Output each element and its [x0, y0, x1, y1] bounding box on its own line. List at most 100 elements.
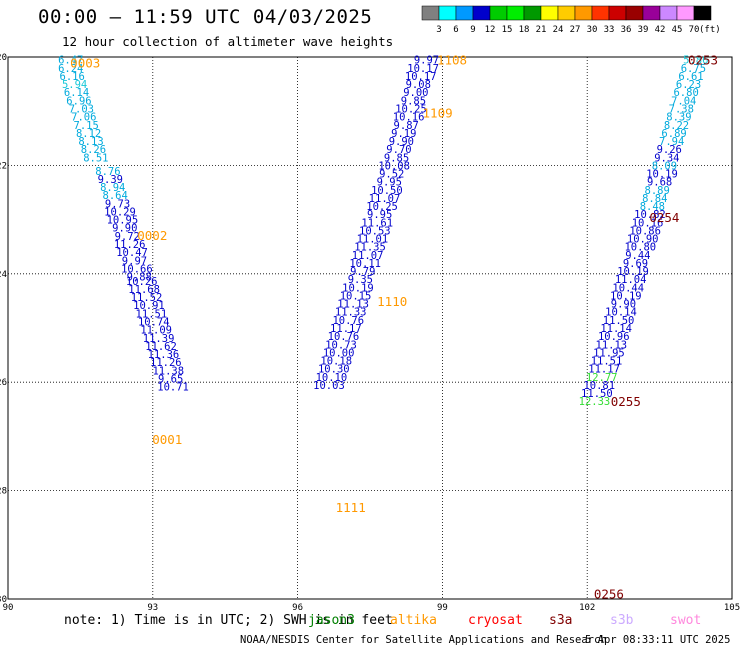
wave-height-point: 8.76 — [95, 166, 120, 178]
wave-height-point: 10.19 — [646, 169, 678, 181]
wave-height-point: 9.95 — [377, 177, 402, 189]
wave-height-point: 8.94 — [100, 182, 125, 194]
wave-height-point: 9.85 — [401, 95, 426, 107]
wave-height-point: 11.51 — [591, 356, 623, 368]
footer-credit: NOAA/NESDIS Center for Satellite Applica… — [240, 634, 607, 646]
y-tick-label: -26 — [0, 378, 7, 388]
wave-height-point: 10.17 — [405, 71, 437, 83]
wave-height-point: 8.89 — [645, 185, 670, 197]
colorbar: 3 6 9 12 15 18 21 24 27 30 33 36 39 42 45 70 (ft) — [421, 5, 721, 35]
wave-height-point: 5.94 — [62, 79, 87, 91]
colorbar-tick-label: 9 — [470, 25, 475, 35]
y-tick-label: -30 — [0, 595, 7, 605]
wave-height-point: 9.34 — [654, 152, 679, 164]
wave-height-point: 8.09 — [652, 160, 677, 172]
colorbar-unit-label: (ft) — [699, 25, 721, 35]
wave-height-point: 11.95 — [593, 347, 625, 359]
pass-time-label: 0001 — [152, 432, 182, 447]
wave-height-point: 10.08 — [378, 160, 410, 172]
wave-height-point: 7.03 — [69, 103, 94, 115]
wave-height-point: 8.13 — [78, 136, 103, 148]
wave-height-point: 11.68 — [128, 284, 160, 296]
wave-height-point: 8.84 — [642, 193, 667, 205]
pass-time-label: 1111 — [336, 500, 366, 515]
wave-height-point: 6.80 — [673, 87, 698, 99]
plot-frame — [7, 56, 733, 600]
satellite-legend-altika: altika — [390, 613, 437, 628]
wave-height-point: 11.50 — [603, 315, 635, 327]
colorbar-tick-label: 30 — [587, 25, 598, 35]
wave-height-point: 10.73 — [325, 339, 357, 351]
wave-height-point: 6.75 — [681, 63, 706, 75]
wave-height-point: 12.33 — [579, 396, 611, 408]
wave-height-point: 5.86 — [683, 55, 708, 67]
pass-time-label: 0255 — [611, 394, 641, 409]
colorbar-tick-label: 33 — [604, 25, 615, 35]
wave-height-point: 10.80 — [624, 242, 656, 254]
wave-height-point: 9.73 — [105, 198, 130, 210]
pass-time-label: 0253 — [688, 53, 718, 68]
wave-height-point: 10.90 — [627, 234, 659, 246]
wave-height-point: 6.24 — [58, 63, 83, 75]
chart-subtitle: 12 hour collection of altimeter wave hei… — [62, 34, 394, 49]
pass-time-label: 1110 — [377, 294, 407, 309]
wave-height-point: 8.64 — [103, 190, 128, 202]
wave-height-point: 9.97 — [122, 255, 147, 267]
y-tick-label: -24 — [0, 270, 7, 280]
wave-height-point: 7.38 — [669, 103, 694, 115]
wave-height-point: 10.66 — [121, 263, 153, 275]
wave-height-point: 9.69 — [623, 258, 648, 270]
wave-height-point: 6.47 — [58, 55, 83, 67]
wave-height-point: 10.82 — [634, 209, 666, 221]
wave-height-point: 12.77 — [586, 372, 618, 384]
wave-height-point: 10.53 — [359, 225, 391, 237]
wave-height-point: 11.07 — [352, 250, 384, 262]
x-tick-label: 105 — [724, 603, 740, 613]
wave-height-point: 11.26 — [150, 357, 182, 369]
wave-height-point: 9.90 — [112, 223, 137, 235]
wave-height-point: 11.14 — [600, 323, 632, 335]
wave-height-point: 8.48 — [640, 201, 665, 213]
wave-height-point: 9.90 — [611, 299, 636, 311]
wave-height-point: 6.61 — [678, 71, 703, 83]
wave-height-point: 10.95 — [107, 215, 139, 227]
wave-height-point: 10.76 — [328, 331, 360, 343]
wave-height-point: 10.71 — [157, 382, 189, 394]
wave-height-point: 9.85 — [384, 152, 409, 164]
wave-height-point: 10.16 — [393, 112, 425, 124]
wave-height-point: 9.65 — [158, 373, 183, 385]
wave-height-point: 11.52 — [131, 292, 163, 304]
colorbar-tick-label: 21 — [536, 25, 547, 35]
wave-height-point: 9.95 — [367, 209, 392, 221]
wave-height-point: 10.96 — [598, 331, 630, 343]
wave-height-point: 10.86 — [629, 225, 661, 237]
pass-time-label: 0003 — [70, 55, 100, 70]
colorbar-tick-label: 6 — [453, 25, 458, 35]
wave-height-point: 11.26 — [114, 239, 146, 251]
wave-height-point: 9.39 — [98, 174, 123, 186]
wave-height-point: 10.19 — [342, 282, 374, 294]
wave-height-point: 6.16 — [60, 71, 85, 83]
wave-height-point: 10.50 — [371, 185, 403, 197]
wave-height-point: 8.26 — [81, 144, 106, 156]
colorbar-tick-label: 36 — [621, 25, 632, 35]
wave-height-point: 11.17 — [588, 364, 620, 376]
chart-title: 00:00 – 11:59 UTC 04/03/2025 — [38, 6, 373, 28]
wave-height-point: 10.15 — [340, 290, 372, 302]
satellite-legend-swot: swot — [670, 613, 702, 628]
wave-height-point: 10.10 — [316, 372, 348, 384]
colorbar-tick-label: 24 — [553, 25, 564, 35]
colorbar-swatch — [693, 5, 712, 21]
wave-height-point: 9.19 — [391, 128, 416, 140]
wave-height-point: 10.18 — [320, 356, 352, 368]
colorbar-tick-label: 45 — [672, 25, 683, 35]
x-tick-label: 102 — [579, 603, 595, 613]
wave-height-point: 11.61 — [361, 217, 393, 229]
wave-height-point: 10.25 — [366, 201, 398, 213]
wave-height-point: 10.30 — [318, 364, 350, 376]
wave-height-point: 9.70 — [386, 144, 411, 156]
wave-height-point: 11.62 — [145, 341, 177, 353]
pass-time-label: 0254 — [649, 210, 679, 225]
wave-height-point: 7.04 — [671, 95, 696, 107]
